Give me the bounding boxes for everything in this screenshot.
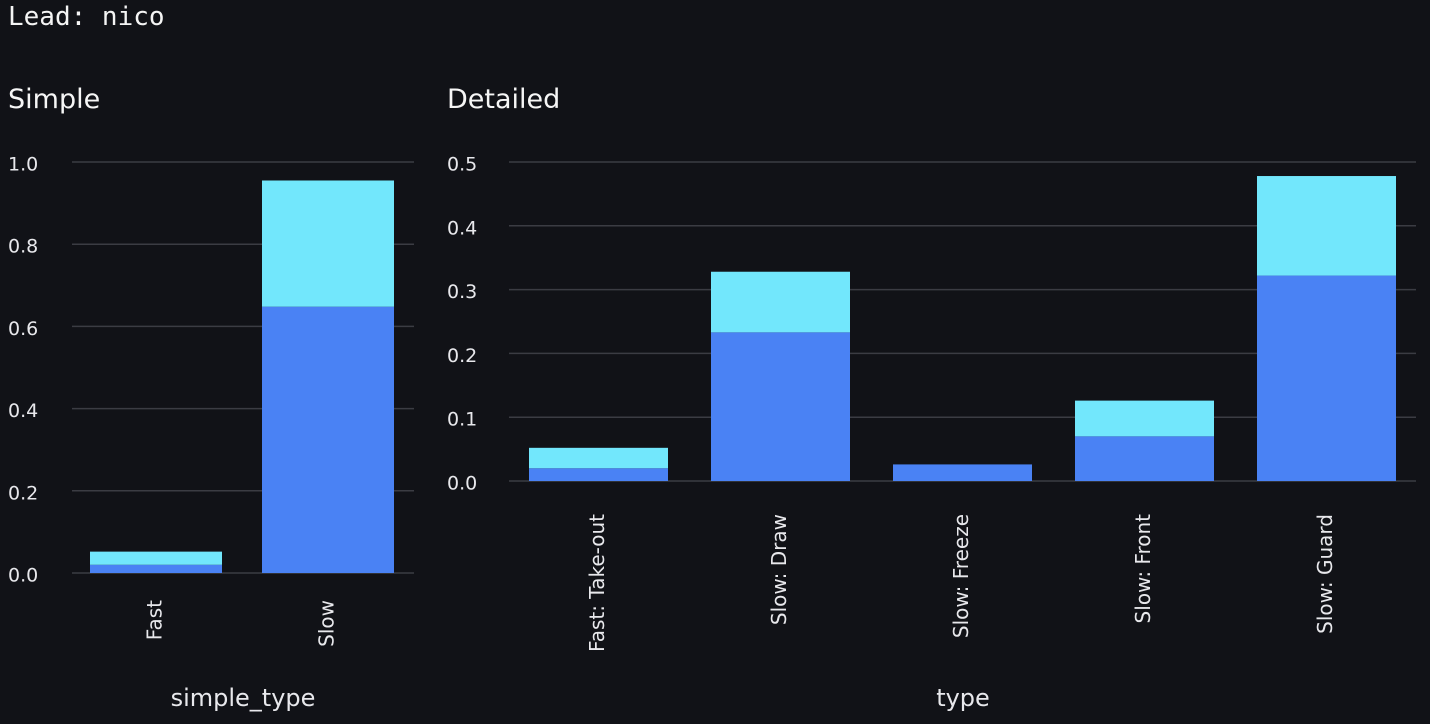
detailed-x-tick-label: Slow: Guard	[1313, 514, 1337, 634]
detailed-bar-top	[1257, 176, 1396, 276]
detailed-x-tick-label: Slow: Freeze	[949, 514, 973, 638]
detailed-bar-bottom	[711, 332, 850, 481]
detailed-y-tick-label: 0.3	[447, 281, 477, 303]
simple-x-tick-label: Fast	[143, 600, 167, 640]
simple-y-tick-label: 1.0	[8, 154, 38, 176]
detailed-bar-top	[529, 447, 668, 469]
detailed-x-axis-title: type	[936, 684, 990, 712]
simple-bar-bottom	[262, 306, 394, 573]
detailed-bar-top	[711, 271, 850, 333]
simple-bar-top	[262, 180, 394, 307]
detailed-y-tick-label: 0.4	[447, 217, 477, 239]
simple-y-tick-label: 0.2	[8, 482, 38, 504]
simple-x-tick-label: Slow	[315, 600, 339, 647]
simple-y-tick-label: 0.4	[8, 400, 38, 422]
detailed-bar-bottom	[529, 468, 668, 481]
lead-label: Lead: nico	[8, 2, 165, 32]
detailed-y-tick-label: 0.2	[447, 345, 477, 367]
detailed-bar-top	[1075, 400, 1214, 437]
simple-y-tick-label: 0.6	[8, 318, 38, 340]
simple-x-axis-title: simple_type	[171, 684, 316, 712]
detailed-x-tick-label: Slow: Draw	[767, 514, 791, 625]
detailed-y-tick-label: 0.5	[447, 154, 477, 176]
simple-chart-title: Simple	[8, 84, 101, 115]
detailed-x-tick-label: Fast: Take-out	[585, 514, 609, 652]
detailed-bar-bottom	[1075, 436, 1214, 481]
detailed-y-tick-label: 0.0	[447, 473, 477, 495]
detailed-y-tick-label: 0.1	[447, 409, 477, 431]
detailed-x-tick-label: Slow: Front	[1131, 514, 1155, 624]
detailed-chart-title: Detailed	[447, 84, 561, 115]
simple-bar-bottom	[90, 564, 222, 573]
detailed-bar-bottom	[1257, 275, 1396, 481]
simple-bar-top	[90, 551, 222, 565]
detailed-bar-bottom	[893, 464, 1032, 481]
simple-y-tick-label: 0.0	[8, 565, 38, 587]
simple-y-tick-label: 0.8	[8, 236, 38, 258]
